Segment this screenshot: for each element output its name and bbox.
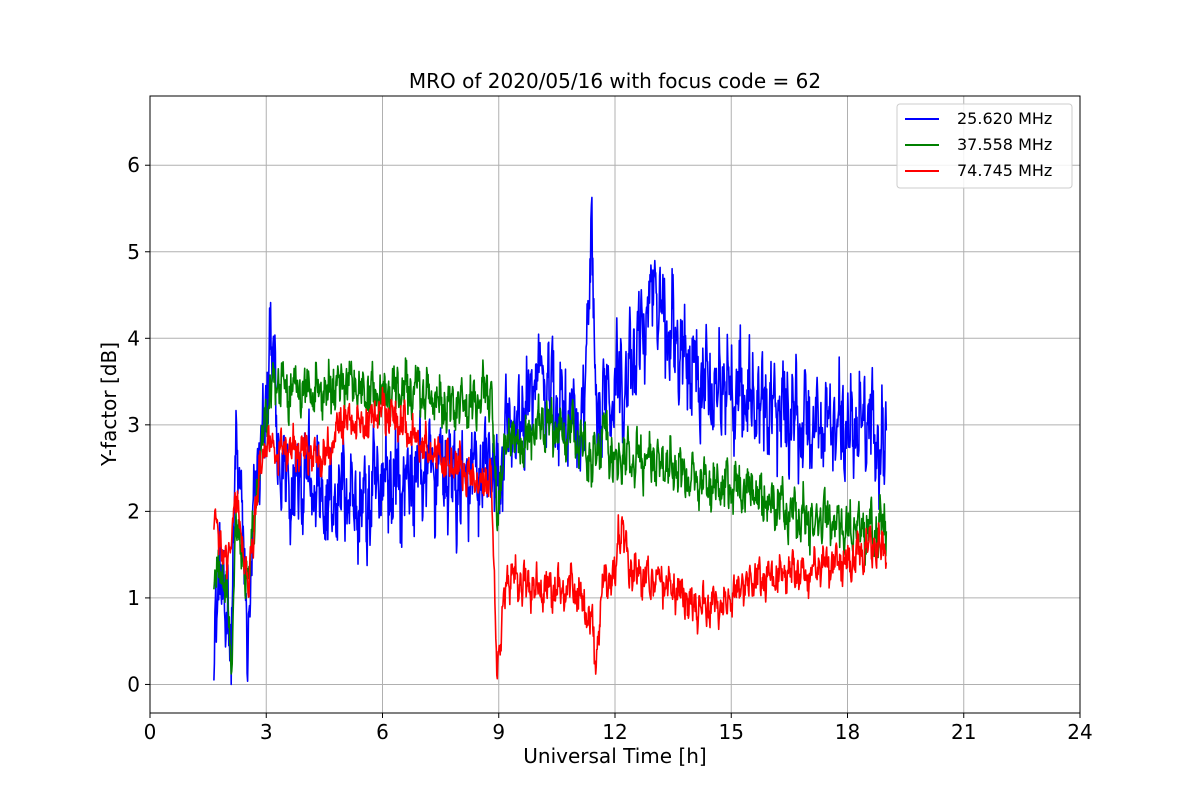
legend: 25.620 MHz 37.558 MHz 74.745 MHz bbox=[896, 103, 1073, 189]
series-line-2 bbox=[213, 386, 888, 680]
y-tick-label: 0 bbox=[127, 672, 140, 696]
y-axis: 0 1 2 3 4 5 6 bbox=[127, 153, 150, 696]
x-tick-label: 6 bbox=[376, 720, 389, 744]
legend-label: 25.620 MHz bbox=[957, 109, 1052, 128]
x-tick-label: 12 bbox=[602, 720, 627, 744]
y-tick-label: 1 bbox=[127, 586, 140, 610]
x-tick-label: 15 bbox=[719, 720, 744, 744]
legend-label: 37.558 MHz bbox=[957, 135, 1052, 154]
series-line-1 bbox=[213, 357, 888, 675]
y-tick-label: 6 bbox=[127, 153, 140, 177]
y-tick-label: 5 bbox=[127, 240, 140, 264]
x-tick-label: 0 bbox=[144, 720, 157, 744]
chart-title: MRO of 2020/05/16 with focus code = 62 bbox=[409, 69, 821, 93]
x-tick-label: 24 bbox=[1067, 720, 1092, 744]
x-axis: 0 3 6 9 12 15 18 21 24 bbox=[144, 713, 1093, 744]
x-tick-label: 21 bbox=[951, 720, 976, 744]
legend-label: 74.745 MHz bbox=[957, 161, 1052, 180]
plot-area bbox=[213, 196, 888, 686]
x-tick-label: 18 bbox=[835, 720, 860, 744]
y-tick-label: 4 bbox=[127, 326, 140, 350]
x-tick-label: 9 bbox=[492, 720, 505, 744]
y-axis-label: Y-factor [dB] bbox=[97, 342, 121, 467]
x-tick-label: 3 bbox=[260, 720, 273, 744]
y-tick-label: 2 bbox=[127, 499, 140, 523]
x-axis-label: Universal Time [h] bbox=[523, 744, 706, 768]
y-tick-label: 3 bbox=[127, 413, 140, 437]
legend-box bbox=[896, 103, 1073, 189]
